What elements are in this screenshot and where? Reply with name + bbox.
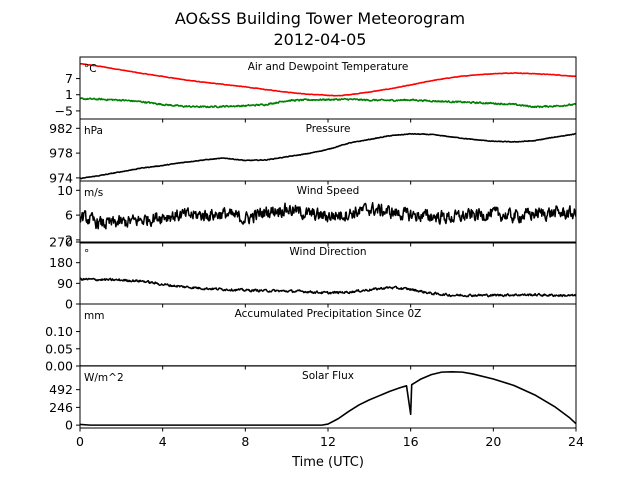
panel-title: Solar Flux	[302, 370, 354, 382]
series-line-2-1	[80, 132, 576, 180]
y-tick-label: 270	[49, 235, 73, 250]
series-line-4-1	[80, 277, 576, 298]
figure-title: AO&SS Building Tower Meteorogram	[175, 9, 465, 28]
panel-title: Air and Dewpoint Temperature	[248, 61, 409, 73]
x-tick-label: 24	[568, 434, 584, 449]
y-tick-label: 0	[65, 418, 73, 433]
panel-unit: W/m^2	[84, 372, 124, 384]
y-tick-label: 2	[65, 232, 73, 247]
y-tick-label: 10	[57, 183, 73, 198]
y-tick-label: 6	[65, 208, 73, 223]
panel-4: 270 180 90 0 Wind Direction °	[49, 235, 577, 312]
panel-unit: mm	[84, 310, 104, 322]
panel-title: Accumulated Precipitation Since 0Z	[235, 308, 422, 320]
panel-unit: hPa	[84, 125, 103, 137]
panel-3: 10 6 2 Wind Speed m/s	[57, 180, 577, 247]
series-line-1-1	[80, 62, 576, 97]
x-tick-label: 12	[320, 434, 336, 449]
panel-title: Wind Speed	[297, 185, 360, 197]
panels: 71−5 Air and Dewpoint Temperature °C 982 978…	[45, 56, 577, 433]
y-tick-label: 982	[49, 121, 73, 136]
panel-unit: °	[84, 248, 89, 260]
series-line-1-2	[80, 97, 576, 109]
panel-unit: °C	[84, 63, 97, 75]
y-tick-label: 978	[49, 146, 73, 161]
y-tick-label: 0.00	[45, 359, 73, 374]
y-tick-label: 180	[49, 255, 73, 270]
y-tick-label: 0.10	[45, 324, 73, 339]
panel-5: 0.10 0.05 0.00 Accumulated Precipitation Si…	[45, 303, 577, 374]
x-tick-label: 16	[403, 434, 419, 449]
panel-title: Pressure	[306, 123, 351, 135]
x-axis-label: Time (UTC)	[291, 455, 364, 470]
panel-title: Wind Direction	[289, 246, 366, 258]
panel-6: 492 246 0 Solar Flux W/m^2	[49, 365, 577, 433]
x-tick-label: 20	[485, 434, 501, 449]
x-tick-label: 4	[159, 434, 167, 449]
y-tick-label: 90	[57, 276, 73, 291]
y-tick-label: 7	[65, 71, 73, 86]
x-axis: 0 4 8 12 16 20 24	[76, 434, 584, 449]
y-tick-label: 974	[49, 170, 73, 185]
panel-2: 982 978 974 Pressure hPa	[49, 118, 577, 185]
y-tick-label: 0	[65, 297, 73, 312]
x-tick-label: 0	[76, 434, 84, 449]
y-tick-label: −5	[55, 103, 73, 118]
y-tick-label: 492	[49, 382, 73, 397]
panel-unit: m/s	[84, 187, 103, 199]
panel-1: 71−5 Air and Dewpoint Temperature °C	[55, 56, 577, 123]
y-tick-label: 1	[65, 87, 73, 102]
figure-subtitle: 2012-04-05	[274, 30, 367, 49]
series-line-3-1	[80, 202, 576, 230]
x-tick-label: 8	[241, 434, 249, 449]
y-tick-label: 246	[49, 400, 73, 415]
y-tick-label: 0.05	[45, 341, 73, 356]
series-line-6-1	[80, 370, 576, 426]
